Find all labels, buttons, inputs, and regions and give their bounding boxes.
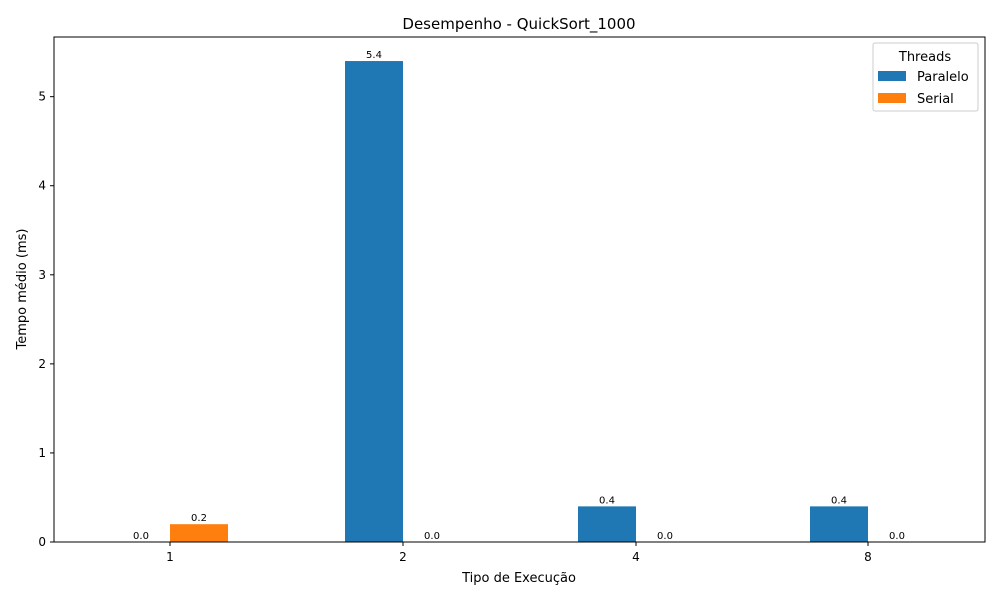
data-label: 0.0 <box>889 531 905 542</box>
x-tick-label: 4 <box>632 550 640 564</box>
data-label: 0.0 <box>657 531 673 542</box>
x-tick-label: 8 <box>864 550 872 564</box>
legend-label-serial: Serial <box>917 92 954 107</box>
data-label: 0.4 <box>831 495 847 506</box>
data-label: 5.4 <box>366 50 382 61</box>
data-label: 0.4 <box>599 495 615 506</box>
legend: Threads Paralelo Serial <box>872 42 979 112</box>
x-tick-label: 1 <box>166 550 174 564</box>
bar-paralelo-8 <box>810 506 868 542</box>
bar-serial-1 <box>170 524 228 542</box>
plot-frame <box>53 36 986 543</box>
y-tick-label: 2 <box>38 357 46 371</box>
bar-paralelo-2 <box>345 61 403 543</box>
legend-title: Threads <box>898 50 951 65</box>
y-tick-label: 0 <box>38 535 46 549</box>
y-axis-label: Tempo médio (ms) <box>15 229 30 351</box>
plot-area: 0 1 2 3 4 5 1 2 4 8 0.0 5.4 0.4 0.4 0.2 0.0 0.0 0.0 <box>38 50 905 564</box>
data-label: 0.0 <box>133 531 149 542</box>
legend-swatch-serial <box>878 93 906 103</box>
data-label: 0.0 <box>424 531 440 542</box>
data-label: 0.2 <box>191 513 207 524</box>
y-tick-label: 3 <box>38 268 46 282</box>
x-axis-label: Tipo de Execução <box>461 571 576 586</box>
chart-title: Desempenho - QuickSort_1000 <box>402 15 635 34</box>
x-tick-label: 2 <box>399 550 407 564</box>
y-tick-label: 4 <box>38 179 46 193</box>
y-tick-label: 1 <box>38 446 46 460</box>
legend-label-paralelo: Paralelo <box>917 70 969 85</box>
y-tick-label: 5 <box>38 90 46 104</box>
bar-paralelo-4 <box>578 506 636 542</box>
legend-swatch-paralelo <box>878 71 906 81</box>
